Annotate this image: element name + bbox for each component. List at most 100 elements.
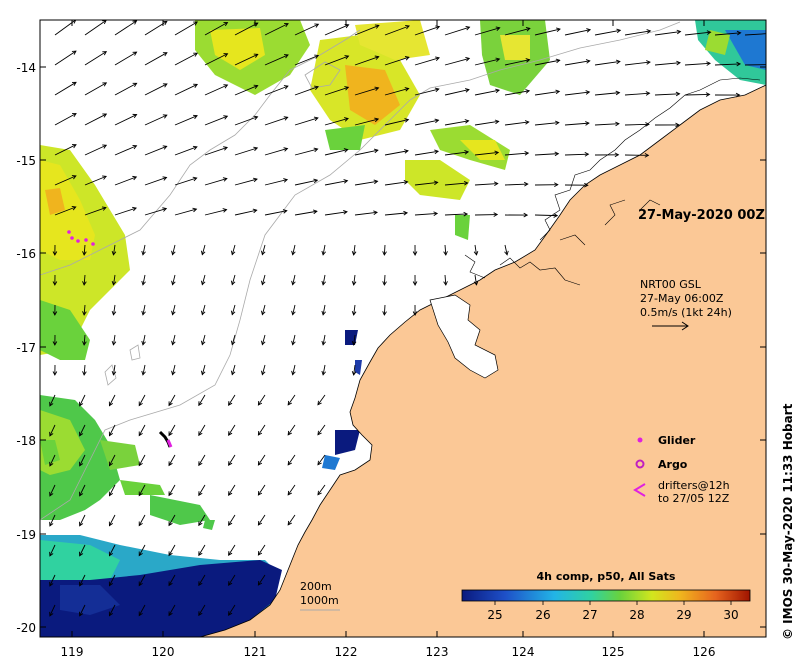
current-arrowhead	[374, 86, 380, 92]
current-arrowhead	[344, 117, 349, 122]
colorbar-tick: 26	[535, 608, 550, 622]
y-tick-label: -15	[16, 154, 36, 168]
current-arrow	[504, 121, 529, 126]
current-arrowhead	[71, 206, 77, 211]
current-arrow	[654, 62, 681, 66]
current-arrowhead	[494, 150, 500, 156]
current-arrowhead	[645, 122, 650, 127]
current-arrow	[684, 62, 711, 66]
current-arrowhead	[433, 180, 439, 186]
current-arrowhead	[168, 491, 173, 497]
current-arrowhead	[373, 210, 378, 216]
argo-label: Argo	[658, 458, 688, 471]
current-arrowhead	[132, 144, 138, 150]
current-arrowhead	[252, 208, 258, 214]
scale-arrowhead	[681, 321, 689, 331]
current-arrowhead	[463, 180, 469, 186]
plot-frame	[39, 19, 767, 638]
current-arrow	[287, 454, 296, 466]
current-arrow	[624, 123, 649, 126]
current-arrowhead	[735, 92, 741, 98]
current-arrowhead	[79, 431, 84, 437]
current-arrowhead	[108, 431, 114, 437]
current-arrow	[294, 55, 319, 66]
current-arrow	[444, 182, 468, 186]
current-arrow	[234, 53, 258, 66]
current-arrow	[174, 177, 197, 186]
current-arrowhead	[138, 491, 143, 497]
current-arrow	[109, 394, 116, 406]
current-arrowhead	[82, 281, 87, 286]
current-arrowhead	[49, 431, 54, 437]
current-arrow	[231, 274, 236, 285]
current-arrowhead	[404, 118, 410, 123]
current-arrowhead	[283, 178, 289, 183]
current-arrowhead	[162, 20, 168, 26]
x-axis-labels: 119 120 121 122 123 124 125 126	[61, 645, 716, 659]
current-arrow	[54, 175, 77, 186]
current-arrow	[231, 334, 236, 345]
current-arrow	[444, 26, 470, 36]
current-arrowhead	[108, 401, 114, 407]
current-arrow	[49, 394, 56, 407]
current-arrowhead	[223, 146, 228, 151]
current-arrow	[198, 514, 206, 526]
current-arrowhead	[52, 281, 58, 286]
current-arrowhead	[198, 551, 203, 557]
current-arrowhead	[111, 340, 117, 346]
current-arrowhead	[344, 86, 350, 91]
current-arrow	[474, 152, 499, 156]
x-tick-label: 119	[61, 645, 84, 659]
current-arrow	[84, 113, 107, 126]
current-arrowhead	[228, 461, 233, 466]
current-arrow	[264, 54, 289, 66]
current-arrow	[144, 114, 168, 126]
current-arrow	[198, 424, 206, 436]
current-arrow	[84, 51, 107, 66]
current-arrowhead	[108, 611, 114, 617]
current-arrow	[384, 212, 408, 216]
current-arrow	[138, 544, 146, 556]
current-arrow	[624, 92, 650, 96]
current-arrowhead	[82, 341, 87, 346]
current-arrow	[144, 177, 167, 186]
current-arrow	[201, 304, 206, 315]
current-arrowhead	[101, 206, 107, 211]
current-arrow	[684, 93, 710, 96]
current-arrowhead	[168, 581, 173, 587]
current-arrowhead	[554, 151, 560, 157]
current-arrow	[84, 20, 107, 36]
current-arrowhead	[317, 430, 322, 436]
current-arrowhead	[193, 83, 199, 88]
current-arrowhead	[374, 117, 380, 123]
current-arrow	[198, 544, 206, 556]
current-arrowhead	[614, 152, 620, 158]
y-tick-label: -20	[16, 621, 36, 635]
current-arrow	[414, 150, 439, 156]
current-arrow	[353, 304, 356, 315]
current-arrow	[228, 514, 236, 526]
current-arrow	[84, 144, 107, 156]
current-arrowhead	[585, 121, 590, 126]
current-arrowhead	[525, 27, 531, 32]
current-arrowhead	[495, 57, 501, 63]
current-arrow	[201, 274, 206, 285]
drifter-symbol	[633, 483, 646, 497]
current-arrow	[168, 544, 176, 556]
current-arrow	[49, 544, 56, 557]
current-arrow	[504, 244, 508, 255]
current-arrowhead	[314, 23, 320, 28]
current-arrow	[138, 454, 146, 466]
current-arrowhead	[464, 88, 470, 93]
current-arrowhead	[317, 490, 322, 496]
current-arrowhead	[111, 280, 117, 286]
current-arrowhead	[343, 179, 349, 184]
current-arrowhead	[132, 175, 138, 181]
drifter-label-1: drifters@12h	[658, 479, 730, 492]
current-arrowhead	[412, 281, 418, 286]
current-arrowhead	[230, 280, 236, 286]
current-arrowhead	[230, 370, 236, 376]
current-arrowhead	[102, 113, 108, 118]
current-arrow	[353, 334, 356, 345]
